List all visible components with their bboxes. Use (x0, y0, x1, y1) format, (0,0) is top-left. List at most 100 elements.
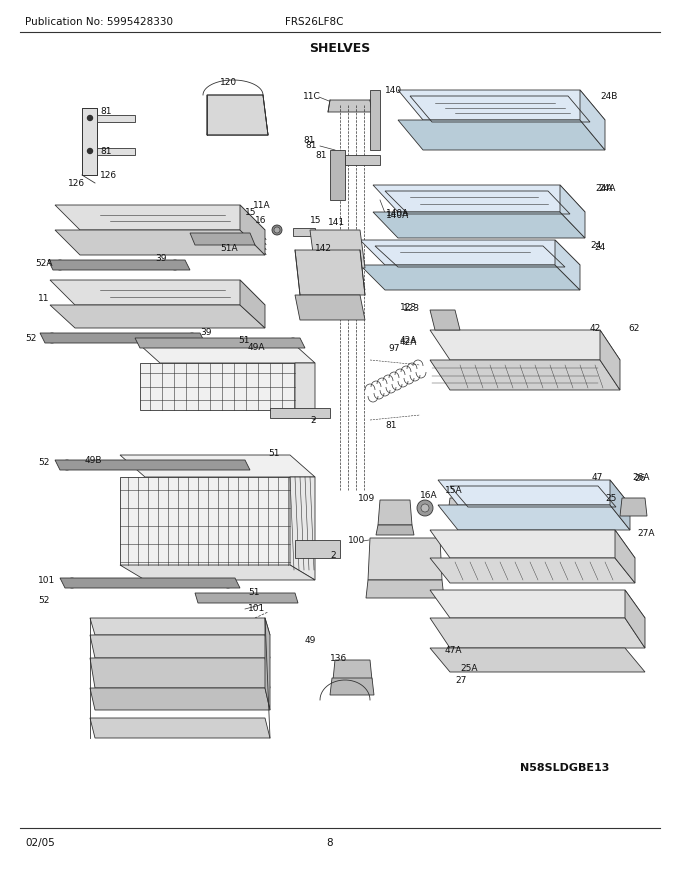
Polygon shape (120, 477, 290, 565)
Polygon shape (376, 525, 414, 535)
Polygon shape (48, 260, 190, 270)
Polygon shape (333, 660, 372, 680)
Polygon shape (207, 112, 268, 135)
Text: 140A: 140A (386, 210, 409, 219)
Polygon shape (430, 330, 620, 360)
Circle shape (187, 333, 197, 343)
Text: 24B: 24B (600, 92, 617, 100)
Polygon shape (50, 280, 265, 305)
Text: 02/05: 02/05 (25, 838, 55, 848)
Text: 24: 24 (590, 240, 601, 250)
Text: 51: 51 (238, 335, 250, 344)
Circle shape (142, 338, 152, 348)
Text: 136: 136 (330, 654, 347, 663)
Polygon shape (120, 455, 315, 477)
Circle shape (233, 460, 243, 470)
Text: 26: 26 (634, 473, 645, 482)
Polygon shape (430, 310, 460, 330)
Text: 52: 52 (25, 334, 36, 342)
Polygon shape (97, 115, 135, 122)
Text: 52A: 52A (35, 259, 52, 268)
Polygon shape (560, 185, 585, 238)
Polygon shape (580, 90, 605, 150)
Polygon shape (430, 558, 635, 583)
Polygon shape (373, 185, 585, 212)
Text: 27: 27 (455, 676, 466, 685)
Polygon shape (90, 658, 270, 688)
Polygon shape (438, 505, 630, 530)
Text: 42: 42 (590, 324, 601, 333)
Text: 15: 15 (245, 208, 256, 216)
Polygon shape (398, 90, 605, 120)
Text: 120: 120 (220, 77, 237, 86)
Text: 27A: 27A (637, 529, 654, 538)
Polygon shape (555, 240, 580, 290)
Circle shape (223, 578, 233, 588)
Text: 51: 51 (248, 588, 260, 597)
Text: 81: 81 (100, 146, 112, 156)
Text: FRS26LF8C: FRS26LF8C (285, 17, 343, 27)
Text: Publication No: 5995428330: Publication No: 5995428330 (25, 17, 173, 27)
Circle shape (55, 260, 65, 270)
Polygon shape (398, 120, 605, 150)
Polygon shape (90, 718, 270, 738)
Text: 16A: 16A (420, 490, 438, 500)
Polygon shape (370, 90, 380, 150)
Polygon shape (290, 477, 315, 580)
Circle shape (288, 338, 298, 348)
Text: 52: 52 (38, 458, 50, 466)
Polygon shape (610, 480, 630, 530)
Text: 141: 141 (328, 217, 345, 226)
Polygon shape (295, 250, 365, 295)
Circle shape (441, 319, 453, 331)
Polygon shape (140, 345, 315, 363)
Text: 109: 109 (358, 494, 375, 502)
Polygon shape (270, 408, 330, 418)
Text: 42A: 42A (400, 338, 418, 347)
Polygon shape (448, 498, 482, 514)
Polygon shape (373, 212, 585, 238)
Text: 24: 24 (594, 243, 605, 252)
Text: 47A: 47A (445, 646, 462, 655)
Polygon shape (345, 155, 380, 165)
Text: 62: 62 (628, 324, 639, 333)
Text: 49B: 49B (85, 456, 103, 465)
Polygon shape (90, 618, 270, 635)
Polygon shape (430, 530, 635, 558)
Text: N58SLDGBE13: N58SLDGBE13 (520, 763, 609, 773)
Polygon shape (330, 150, 345, 200)
Polygon shape (366, 580, 444, 598)
Circle shape (421, 504, 429, 512)
Polygon shape (135, 338, 305, 348)
Polygon shape (310, 230, 365, 268)
Circle shape (67, 578, 77, 588)
Text: 25: 25 (605, 494, 616, 502)
Polygon shape (625, 590, 645, 648)
Text: 25A: 25A (460, 664, 477, 672)
Polygon shape (620, 498, 647, 516)
Polygon shape (97, 148, 135, 155)
Polygon shape (240, 280, 265, 328)
Polygon shape (430, 618, 645, 648)
Text: 24A: 24A (598, 184, 615, 193)
Polygon shape (600, 330, 620, 390)
Polygon shape (368, 538, 442, 580)
Polygon shape (55, 460, 250, 470)
Circle shape (272, 225, 282, 235)
Text: 11: 11 (38, 294, 50, 303)
Text: 140A: 140A (386, 209, 409, 217)
Polygon shape (360, 265, 580, 290)
Text: 97: 97 (388, 343, 399, 353)
Polygon shape (330, 678, 374, 695)
Circle shape (417, 500, 433, 516)
Text: 126: 126 (68, 179, 85, 187)
Polygon shape (295, 540, 340, 558)
Polygon shape (82, 108, 97, 175)
Polygon shape (195, 593, 298, 603)
Text: 123: 123 (400, 303, 417, 312)
Circle shape (62, 460, 72, 470)
Polygon shape (265, 618, 270, 710)
Circle shape (47, 333, 57, 343)
Text: 39: 39 (200, 327, 211, 336)
Circle shape (274, 227, 280, 233)
